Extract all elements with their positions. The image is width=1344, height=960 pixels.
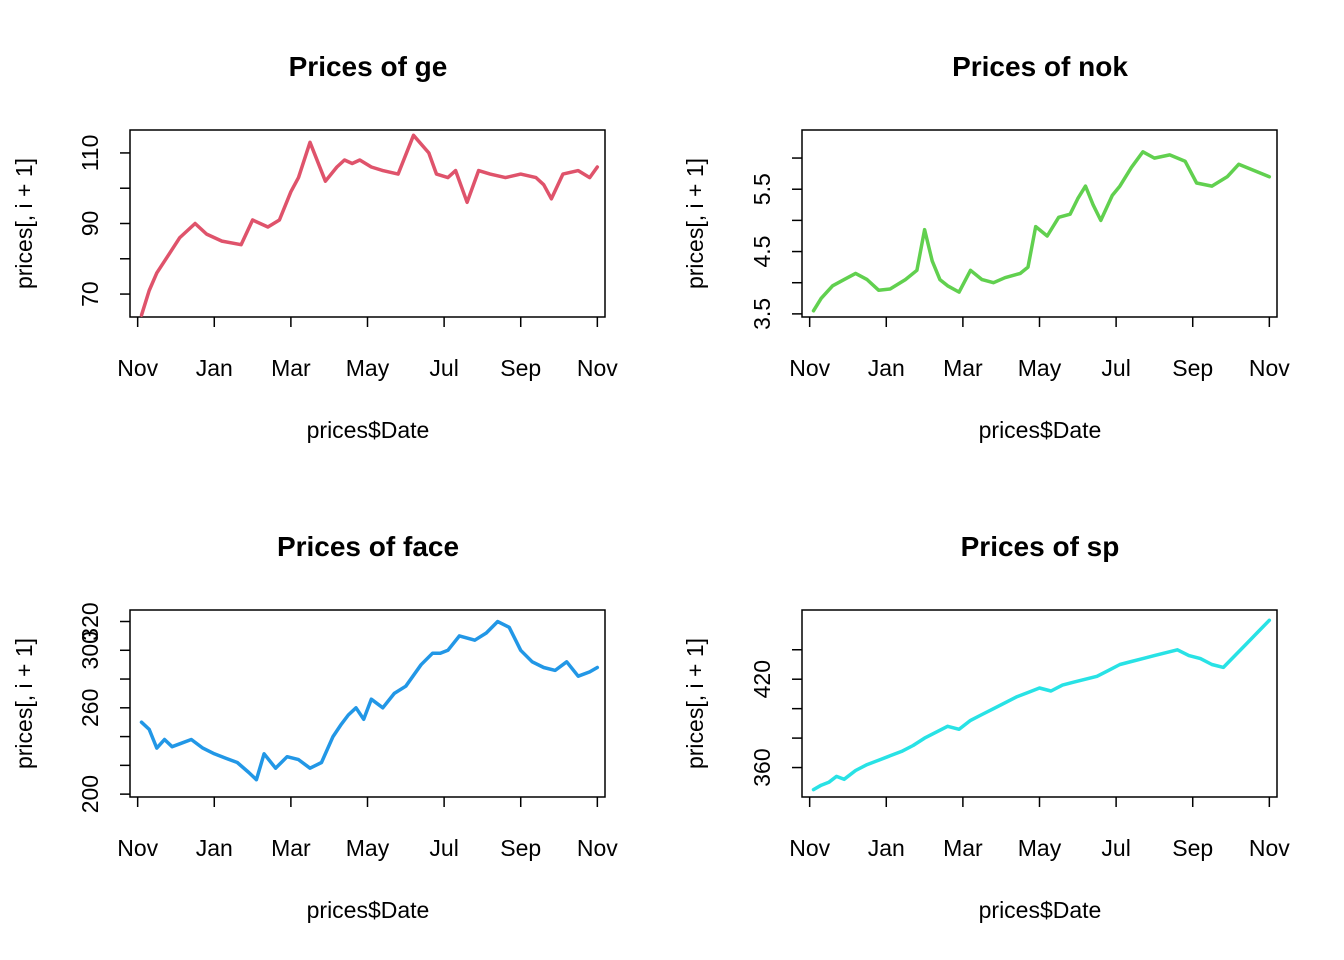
chart-panel-3: Prices of sp Nov Jan Mar May Jul Sep Nov 360 420 p… [682, 531, 1290, 923]
x-tick-label: Nov [789, 355, 830, 381]
x-tick-label: Jan [196, 835, 233, 861]
y-tick-label: 320 [77, 602, 103, 640]
y-tick-label: 4.5 [749, 236, 775, 268]
y-tick-label: 5.5 [749, 173, 775, 205]
x-tick-label: Nov [1249, 355, 1290, 381]
series-line-sp [811, 618, 1272, 792]
x-tick-label: Jul [429, 835, 458, 861]
x-tick-label: Jan [868, 355, 905, 381]
x-tick-label: Mar [271, 835, 311, 861]
x-tick-label: Mar [271, 355, 311, 381]
y-tick-label: 200 [77, 775, 103, 813]
y-axis-label: prices[, i + 1] [11, 158, 37, 289]
plot-frame [801, 609, 1278, 798]
y-tick-label: 420 [749, 660, 775, 698]
x-tick-label: Nov [789, 835, 830, 861]
x-tick-label: Mar [943, 355, 983, 381]
x-tick-label: May [1018, 835, 1062, 861]
x-tick-label: Nov [577, 355, 618, 381]
x-tick-label: May [346, 355, 390, 381]
series-line-nok [811, 150, 1272, 313]
x-tick-label: Sep [1172, 835, 1213, 861]
x-tick-label: Nov [117, 355, 158, 381]
y-tick-label: 90 [77, 211, 103, 237]
x-axis-label: prices$Date [307, 417, 430, 443]
x-tick-label: Sep [500, 835, 541, 861]
x-axis-label: prices$Date [979, 897, 1102, 923]
y-axis-label: prices[, i + 1] [682, 638, 708, 769]
x-tick-label: Jan [868, 835, 905, 861]
y-tick-label: 3.5 [749, 298, 775, 330]
y-axis-label: prices[, i + 1] [11, 638, 37, 769]
chart-panel-2: Prices of face Nov Jan Mar May Jul Sep Nov 200 26… [11, 531, 618, 923]
x-tick-label: Jul [1101, 835, 1130, 861]
y-tick-label: 360 [749, 748, 775, 786]
series-line-ge [139, 133, 600, 317]
x-axis-label: prices$Date [307, 897, 430, 923]
plot-frame [801, 129, 1278, 318]
chart-title: Prices of nok [952, 51, 1128, 82]
x-tick-label: Sep [1172, 355, 1213, 381]
plot-frame [129, 609, 606, 798]
y-tick-label: 300 [77, 631, 103, 669]
x-tick-label: Nov [1249, 835, 1290, 861]
chart-title: Prices of ge [289, 51, 448, 82]
y-tick-label: 260 [77, 689, 103, 727]
y-tick-label: 110 [77, 135, 103, 172]
x-tick-label: Jan [196, 355, 233, 381]
y-tick-label: 70 [77, 281, 103, 307]
y-axis-label: prices[, i + 1] [682, 158, 708, 289]
chart-title: Prices of sp [961, 531, 1120, 562]
x-tick-label: Sep [500, 355, 541, 381]
chart-panel-1: Prices of nok Nov Jan Mar May Jul Sep Nov 3.5 4.5… [682, 51, 1290, 443]
x-tick-label: May [346, 835, 390, 861]
x-tick-label: Mar [943, 835, 983, 861]
chart-title: Prices of face [277, 531, 459, 562]
x-tick-label: Jul [1101, 355, 1130, 381]
x-tick-label: May [1018, 355, 1062, 381]
chart-panel-0: Prices of ge Nov Jan Mar May Jul Sep Nov 70 90 110… [11, 51, 618, 443]
plot-frame [129, 129, 606, 318]
x-tick-label: Nov [117, 835, 158, 861]
series-line-face [139, 619, 600, 782]
x-tick-label: Nov [577, 835, 618, 861]
x-axis-label: prices$Date [979, 417, 1102, 443]
x-tick-label: Jul [429, 355, 458, 381]
